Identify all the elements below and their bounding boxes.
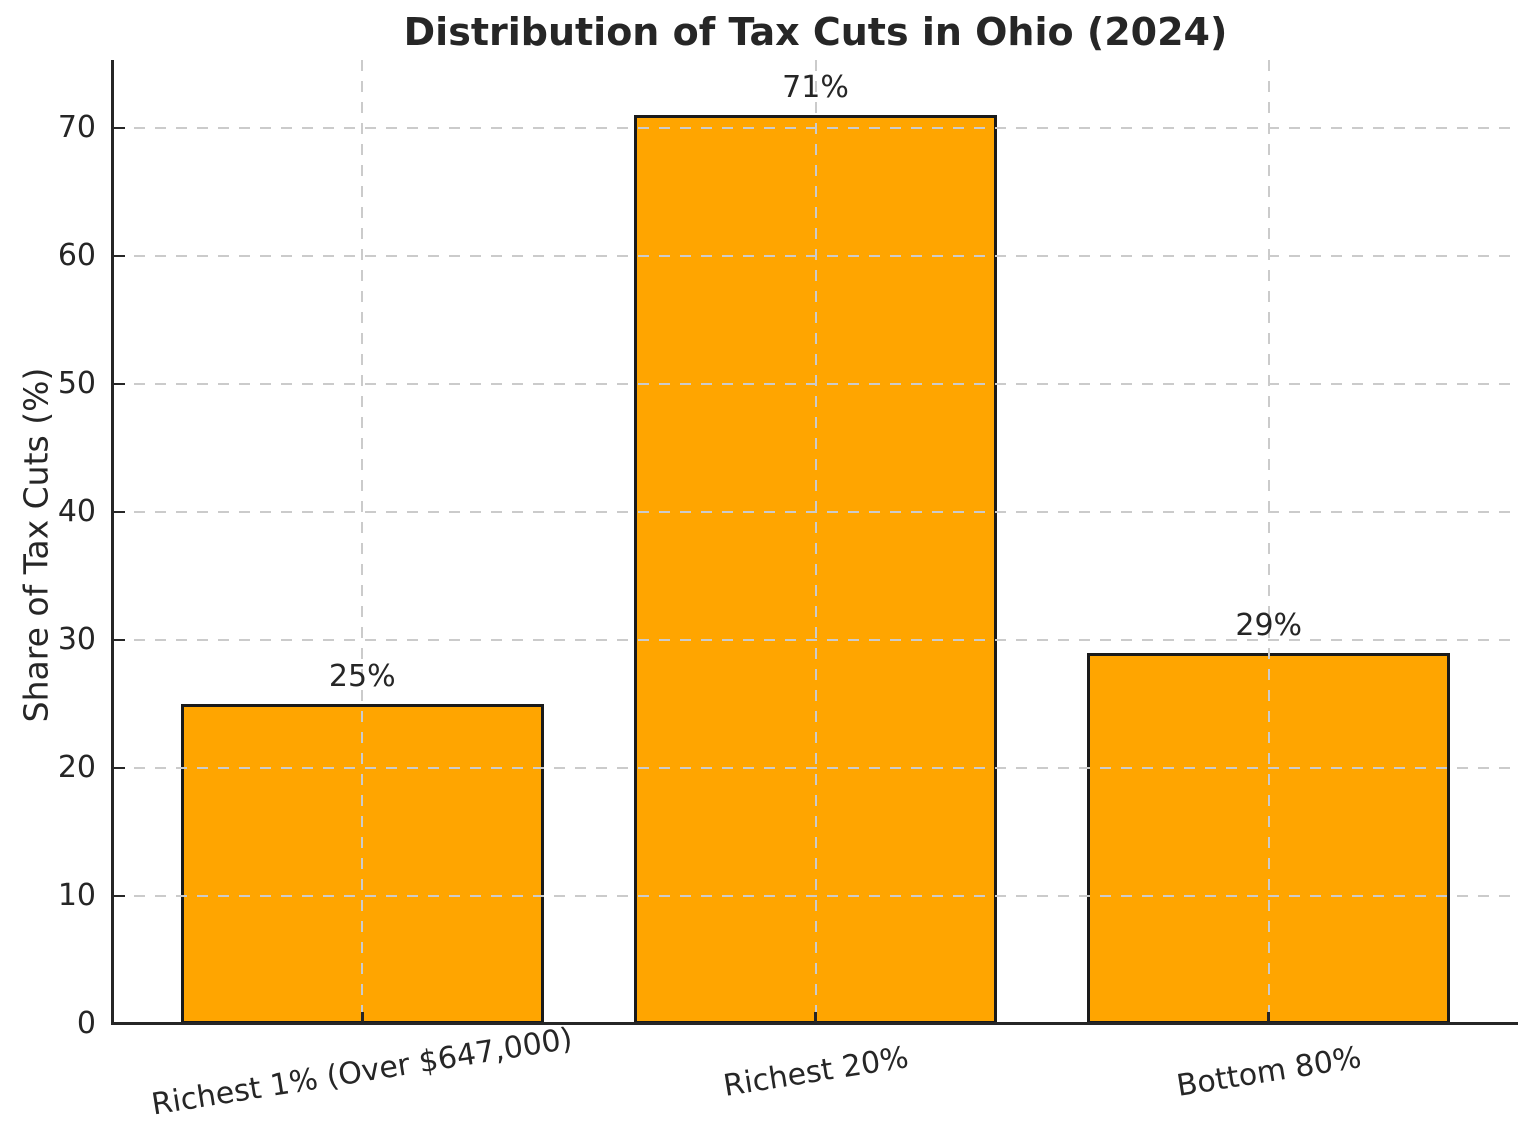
y-tick-mark bbox=[113, 894, 125, 898]
y-tick-mark bbox=[113, 126, 125, 130]
x-tick-label: Bottom 80% bbox=[1173, 1040, 1364, 1104]
x-tick-mark bbox=[814, 1012, 817, 1024]
y-tick-label: 10 bbox=[57, 877, 96, 913]
y-tick-label: 40 bbox=[57, 493, 96, 529]
chart-title: Distribution of Tax Cuts in Ohio (2024) bbox=[403, 10, 1228, 54]
y-tick-mark bbox=[113, 382, 125, 386]
bar-value-label: 25% bbox=[328, 658, 396, 694]
v-gridline bbox=[814, 60, 817, 1024]
y-axis-line bbox=[111, 60, 114, 1024]
y-tick-mark bbox=[113, 1022, 125, 1026]
x-tick-label: Richest 20% bbox=[720, 1040, 911, 1104]
v-gridline bbox=[1267, 60, 1270, 1024]
y-tick-label: 60 bbox=[57, 237, 96, 273]
y-tick-mark bbox=[113, 254, 125, 258]
y-axis-title: Share of Tax Cuts (%) bbox=[16, 367, 56, 723]
y-tick-mark bbox=[113, 638, 125, 642]
bar-value-label: 29% bbox=[1235, 607, 1303, 643]
y-tick-label: 0 bbox=[76, 1006, 96, 1041]
bar-value-label: 71% bbox=[782, 70, 849, 106]
y-tick-mark bbox=[113, 510, 125, 514]
y-tick-label: 30 bbox=[57, 621, 96, 657]
y-tick-label: 70 bbox=[57, 109, 96, 145]
v-gridline bbox=[361, 60, 364, 1024]
x-tick-mark bbox=[361, 1012, 364, 1024]
y-tick-mark bbox=[113, 766, 125, 770]
x-tick-label: Richest 1% (Over $647,000) bbox=[149, 1021, 576, 1123]
plot-area bbox=[111, 60, 1518, 1026]
y-tick-label: 50 bbox=[57, 365, 96, 401]
y-tick-label: 20 bbox=[57, 749, 96, 785]
x-tick-mark bbox=[1267, 1012, 1270, 1024]
